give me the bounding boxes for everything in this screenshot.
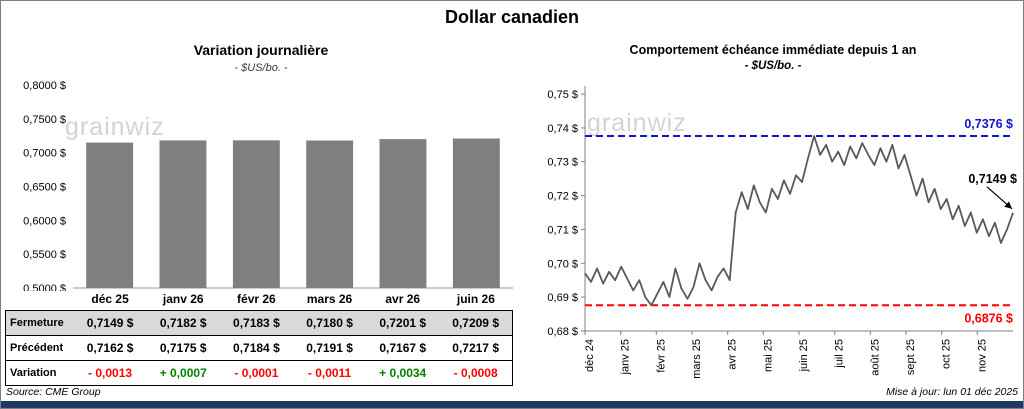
table-col-header: févr 26 xyxy=(237,292,276,306)
x-tick-label: janv 25 xyxy=(620,339,632,375)
table-corner xyxy=(6,290,74,311)
y-tick-label: 0,68 $ xyxy=(547,326,578,338)
resistance-label: 0,7376 $ xyxy=(964,117,1013,131)
table-cell: + 0,0034 xyxy=(379,366,427,380)
y-tick-label: 0,6500 $ xyxy=(23,182,66,194)
table-cell: 0,7180 $ xyxy=(306,316,353,330)
table-cell: 0,7184 $ xyxy=(233,341,280,355)
x-tick-label: déc 24 xyxy=(584,339,596,372)
x-tick-label: nov 25 xyxy=(976,339,988,372)
y-tick-label: 0,73 $ xyxy=(547,157,578,169)
table-row: Fermeture 0,7149 $ 0,7182 $ 0,7183 $ 0,7180 … xyxy=(5,310,513,336)
y-tick-label: 0,72 $ xyxy=(547,191,578,203)
table-cell: - 0,0001 xyxy=(234,366,279,380)
y-tick-label: 0,5500 $ xyxy=(23,249,66,261)
table-col-header: mars 26 xyxy=(306,292,353,306)
y-tick-label: 0,8000 $ xyxy=(23,80,66,92)
price-table: déc 25 janv 26 févr 26 mars 26 avr 26 juin 26… xyxy=(5,290,513,386)
table-row-label: Variation xyxy=(10,367,57,379)
table-row: Variation - 0,0013 + 0,0007 - 0,0001 - 0,001… xyxy=(5,360,513,386)
y-tick-label: 0,69 $ xyxy=(547,292,578,304)
x-tick-label: juin 25 xyxy=(798,339,810,372)
table-row: Précédent 0,7162 $ 0,7175 $ 0,7184 $ 0,7191 … xyxy=(5,335,513,361)
x-tick-label: avr 25 xyxy=(727,339,739,370)
x-tick-label: sept 25 xyxy=(905,339,917,375)
table-cell: + 0,0007 xyxy=(159,366,207,380)
price-line xyxy=(584,135,1014,307)
last-price-label: 0,7149 $ xyxy=(968,172,1017,186)
table-cell: - 0,0011 xyxy=(307,366,352,380)
table-cell: 0,7149 $ xyxy=(86,316,134,330)
table-cell: 0,7183 $ xyxy=(233,316,280,330)
table-col-header: avr 26 xyxy=(385,292,421,306)
table-cell: 0,7217 $ xyxy=(452,341,499,355)
bar-chart-svg: 0,5000 $ 0,5500 $ 0,6000 $ 0,6500 $ 0,7000 $… xyxy=(23,80,513,291)
y-tick-label: 0,7000 $ xyxy=(23,148,66,160)
x-tick-label: août 25 xyxy=(869,339,881,376)
y-tick-label: 0,5000 $ xyxy=(23,283,66,291)
table-category-row: déc 25 janv 26 févr 26 mars 26 avr 26 juin 26 xyxy=(6,290,513,311)
y-tick-label: 0,71 $ xyxy=(547,224,578,236)
bar xyxy=(379,139,427,288)
bar-chart-subtitle: - $US/bo. - xyxy=(234,62,288,74)
table-col-header: janv 26 xyxy=(162,292,204,306)
x-tick-label: oct 25 xyxy=(941,339,953,369)
bar xyxy=(306,140,354,288)
y-tick-label: 0,74 $ xyxy=(547,123,578,135)
table-col-header: juin 26 xyxy=(456,292,495,306)
table-cell: - 0,0013 xyxy=(88,366,133,380)
x-tick-label: juil 25 xyxy=(834,339,846,369)
table-cell: 0,7162 $ xyxy=(86,341,134,355)
y-tick-label: 0,70 $ xyxy=(547,258,578,270)
bar xyxy=(86,142,134,288)
y-tick-label: 0,75 $ xyxy=(547,89,578,101)
y-tick-label: 0,6000 $ xyxy=(23,215,66,227)
table-cell: - 0,0008 xyxy=(453,366,498,380)
bar xyxy=(452,138,500,288)
support-label: 0,6876 $ xyxy=(964,311,1013,325)
table-cell: 0,7201 $ xyxy=(379,316,427,330)
table-cell: 0,7209 $ xyxy=(452,316,499,330)
line-chart-svg: 0,68 $ 0,69 $ 0,70 $ 0,71 $ 0,72 $ 0,73 $ 0,74… xyxy=(547,86,1017,379)
table-cell: 0,7191 $ xyxy=(306,341,353,355)
table-row-label: Précédent xyxy=(10,342,64,354)
bar xyxy=(159,140,207,288)
y-tick-label: 0,7500 $ xyxy=(23,114,66,126)
table-cell: 0,7182 $ xyxy=(159,316,207,330)
table-row-label: Fermeture xyxy=(10,317,64,329)
footer-updated: Mise à jour: lun 01 déc 2025 xyxy=(886,386,1018,398)
x-tick-label: mai 25 xyxy=(762,339,774,372)
bar-chart-title: Variation journalière xyxy=(193,42,329,58)
x-tick-label: févr 25 xyxy=(655,339,667,373)
table-cell: 0,7167 $ xyxy=(379,341,427,355)
bottom-bar xyxy=(1,401,1023,408)
bar xyxy=(232,140,280,288)
page-title: Dollar canadien xyxy=(444,7,580,27)
line-chart-title: Comportement échéance immédiate depuis 1… xyxy=(629,43,917,57)
table-cell: 0,7175 $ xyxy=(159,341,207,355)
table-col-header: déc 25 xyxy=(91,292,129,306)
footer-source: Source: CME Group xyxy=(6,386,101,398)
line-chart-subtitle: - $US/bo. - xyxy=(744,60,802,72)
annotation-arrow xyxy=(986,186,1013,210)
x-tick-label: mars 25 xyxy=(691,339,703,379)
